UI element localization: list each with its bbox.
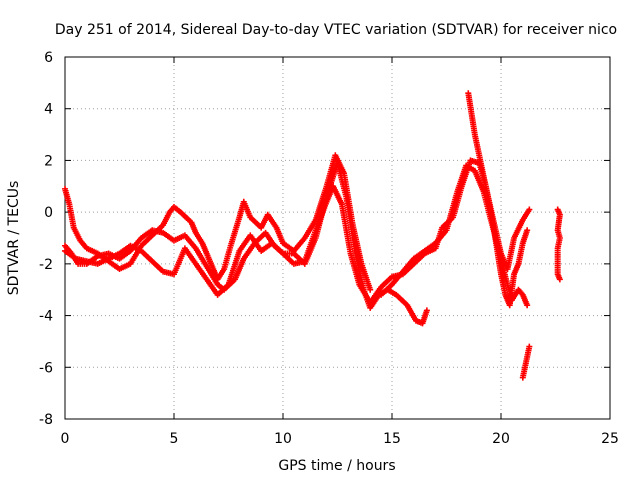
trace-2-point xyxy=(423,307,430,314)
y-tick-label: -6 xyxy=(39,360,53,376)
y-tick-label: -8 xyxy=(39,412,53,428)
x-tick-label: 10 xyxy=(274,431,292,447)
x-tick-label: 0 xyxy=(61,431,70,447)
y-tick-label: 6 xyxy=(44,50,53,66)
x-tick-label: 25 xyxy=(601,431,619,447)
trace-3-point xyxy=(526,206,533,213)
trace-7-point xyxy=(556,276,563,283)
y-axis-ticks: -8 -6 -4 -2 0 2 4 6 xyxy=(39,50,610,428)
trace-1-point xyxy=(367,286,374,293)
y-tick-label: 4 xyxy=(44,102,53,118)
x-tick-label: 15 xyxy=(383,431,401,447)
x-tick-label: 20 xyxy=(492,431,510,447)
trace-4-point xyxy=(524,302,531,309)
plot-frame xyxy=(64,56,611,420)
y-tick-label: -2 xyxy=(39,257,53,273)
x-axis-ticks: 0 5 10 15 20 25 xyxy=(61,57,619,447)
y-axis-label: SDTVAR / TECUs xyxy=(6,181,22,296)
chart-title: Day 251 of 2014, Sidereal Day-to-day VTE… xyxy=(55,22,617,38)
trace-6-point xyxy=(526,343,533,350)
y-tick-label: 0 xyxy=(44,205,53,221)
data-points xyxy=(62,90,563,381)
x-axis-label: GPS time / hours xyxy=(278,458,395,474)
y-tick-label: -4 xyxy=(39,309,53,325)
trace-5-point xyxy=(524,227,531,234)
y-tick-label: 2 xyxy=(44,153,53,169)
x-tick-label: 5 xyxy=(170,431,179,447)
